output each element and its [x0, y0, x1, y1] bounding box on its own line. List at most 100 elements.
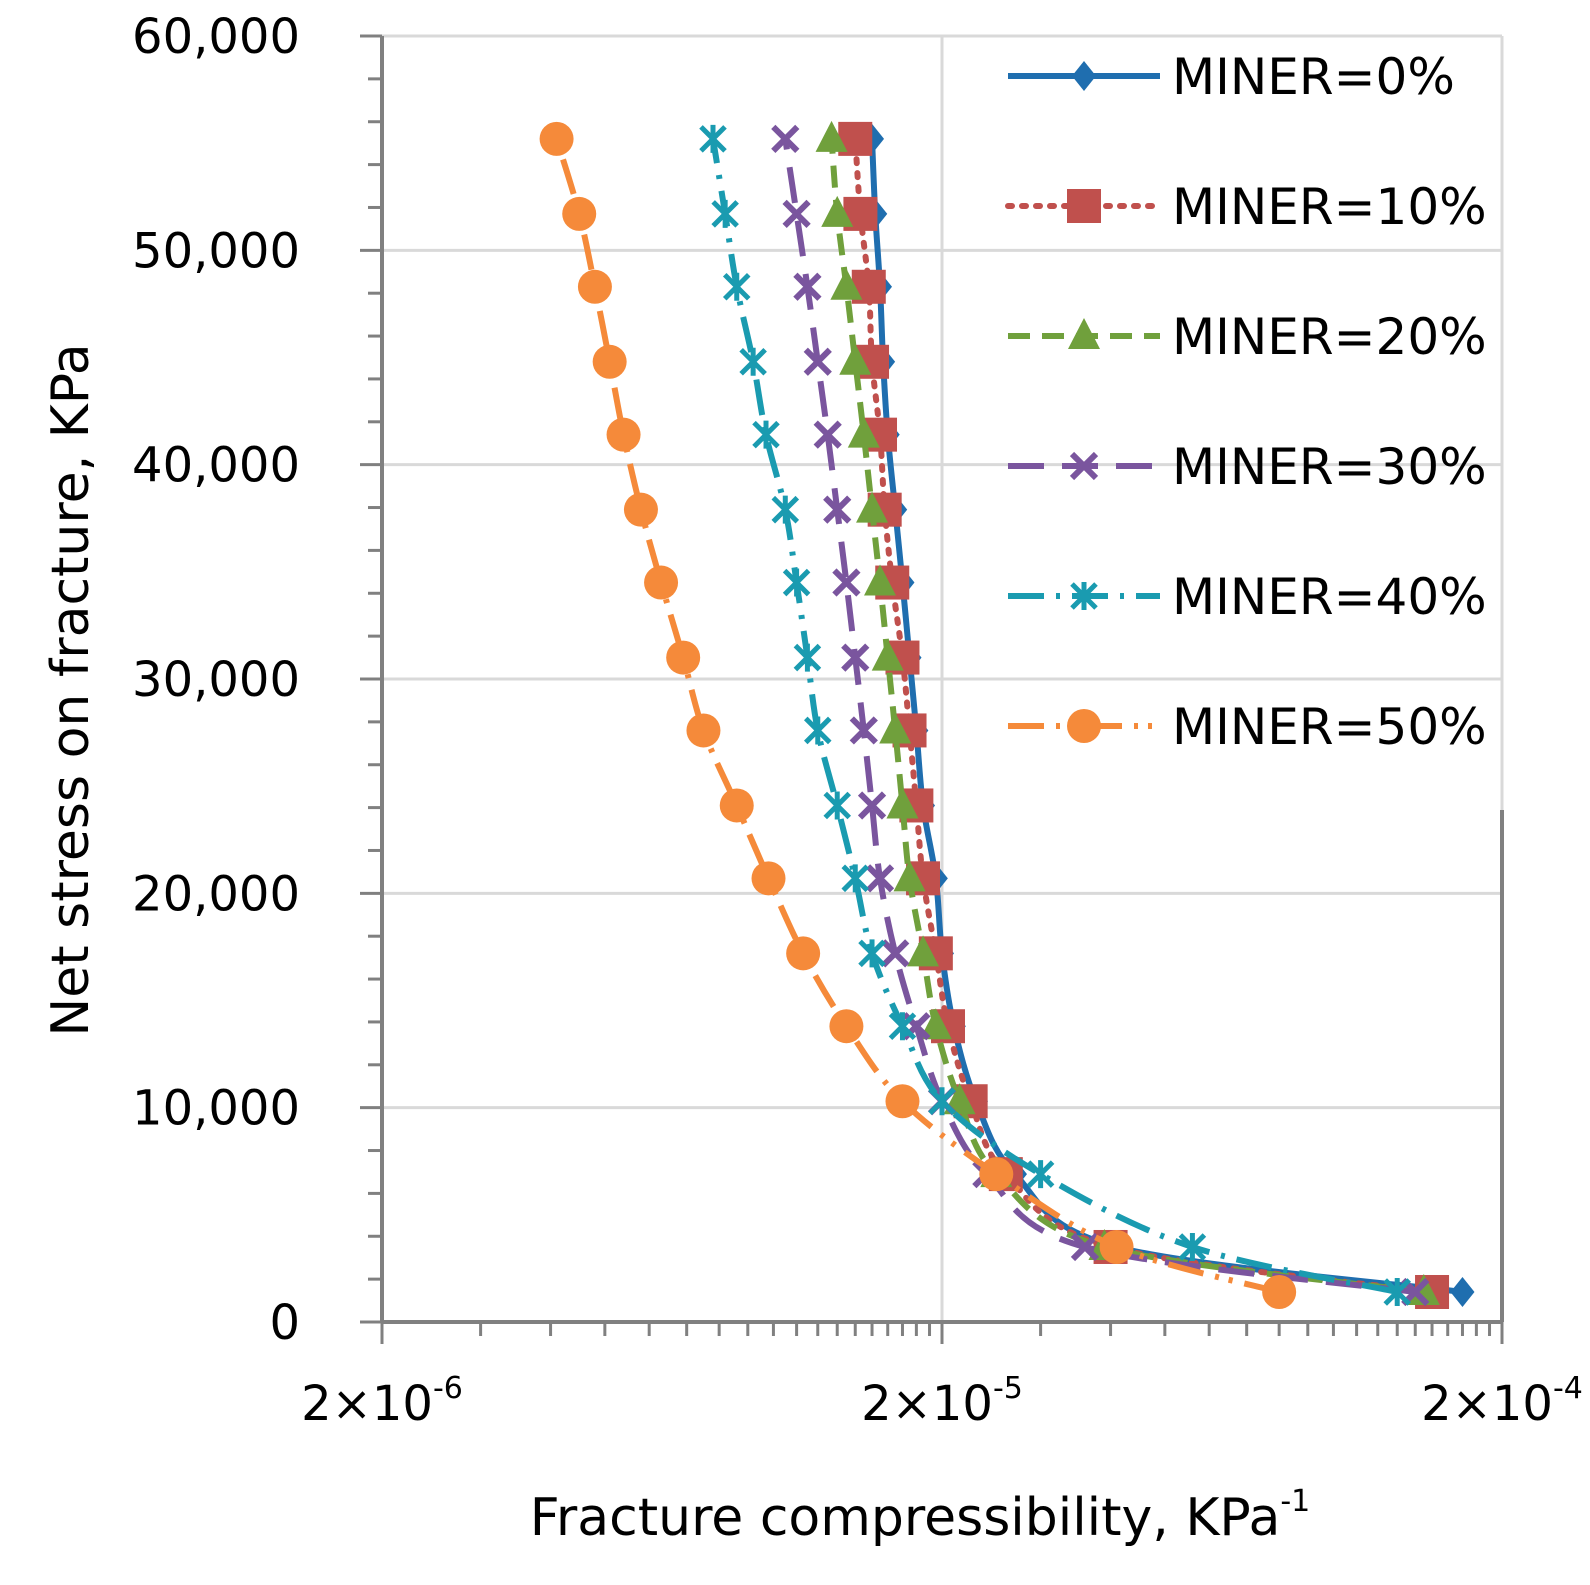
x-tick-label-base: 2×10 — [1421, 1376, 1553, 1432]
legend-label: MINER=30% — [1172, 438, 1487, 496]
legend-label: MINER=50% — [1172, 698, 1487, 756]
data-point — [885, 1084, 920, 1119]
data-point — [1383, 1277, 1411, 1306]
x-tick-label: 2×10-6 — [301, 1371, 463, 1432]
data-point — [577, 269, 612, 304]
x-tick-label-exponent: -5 — [993, 1371, 1023, 1406]
legend-label: MINER=20% — [1172, 308, 1487, 366]
legend-label: MINER=0% — [1172, 48, 1455, 106]
series-line — [710, 138, 1398, 1295]
data-point — [871, 639, 904, 671]
data-point — [793, 272, 822, 301]
x-axis-title-superscript: -1 — [1280, 1484, 1310, 1519]
data-point — [751, 861, 786, 896]
data-point — [666, 640, 701, 675]
data-point — [881, 939, 910, 968]
y-tick-label: 20,000 — [132, 866, 300, 922]
data-point — [562, 196, 597, 231]
data-point — [771, 495, 800, 524]
data-point — [858, 939, 886, 968]
data-point — [686, 713, 721, 748]
data-point — [1450, 1276, 1475, 1307]
data-point — [928, 1087, 956, 1116]
data-point — [722, 272, 751, 301]
data-point — [832, 568, 861, 597]
legend-entry: MINER=20% — [1008, 308, 1487, 366]
axes: 0 10,000 20,000 30,000 40,000 50,000 60,000 2×1… — [132, 9, 1583, 1432]
data-point — [1099, 1229, 1134, 1264]
data-point — [739, 347, 767, 376]
data-point — [786, 936, 821, 971]
data-point — [782, 568, 811, 597]
data-point — [823, 495, 852, 524]
data-point — [699, 124, 727, 153]
data-point — [782, 199, 811, 229]
legend-entry: MINER=0% — [1008, 48, 1455, 106]
data-point — [644, 565, 679, 600]
data-point — [839, 343, 872, 375]
legend-label: MINER=40% — [1172, 568, 1487, 626]
data-point — [864, 564, 897, 596]
data-point — [979, 1157, 1014, 1192]
series-miner-40- — [699, 124, 1411, 1306]
data-point — [711, 199, 739, 228]
data-point — [830, 268, 863, 300]
legend-entry: MINER=50% — [1008, 698, 1487, 756]
data-point — [815, 120, 848, 152]
x-tick-label-exponent: -6 — [433, 1371, 463, 1406]
data-point — [865, 864, 895, 893]
legend: MINER=0% MINER=10% MINER=20% MINER=30% MINER… — [1005, 48, 1487, 756]
data-point — [752, 420, 780, 449]
x-axis-title: Fracture compressibility, KPa-1 — [530, 1484, 1310, 1548]
x-tick-label-base: 2×10 — [301, 1376, 433, 1432]
data-point — [829, 1009, 864, 1044]
data-point — [606, 417, 641, 452]
data-point — [886, 787, 919, 819]
data-point — [823, 791, 851, 820]
data-point — [879, 712, 912, 744]
data-point — [539, 121, 574, 156]
data-point — [592, 344, 627, 379]
legend-entry: MINER=30% — [1008, 438, 1487, 496]
data-point — [803, 347, 832, 376]
data-point — [919, 1008, 952, 1040]
data-point — [841, 643, 870, 672]
data-point — [943, 1083, 976, 1115]
legend-entry: MINER=10% — [1005, 178, 1487, 236]
data-point — [1178, 1232, 1207, 1261]
legend-entry: MINER=40% — [1008, 568, 1487, 626]
data-point — [813, 420, 842, 449]
data-point — [719, 788, 754, 823]
data-point — [771, 124, 800, 154]
y-tick-label: 30,000 — [132, 652, 300, 708]
y-tick-label: 50,000 — [132, 223, 300, 279]
data-point — [893, 860, 926, 892]
y-tick-label: 60,000 — [132, 9, 300, 65]
data-point — [1067, 189, 1101, 223]
y-tick-label: 40,000 — [132, 438, 300, 494]
data-point — [623, 492, 658, 527]
data-point — [793, 643, 822, 672]
x-tick-label: 2×10-4 — [1421, 1371, 1583, 1432]
data-point — [1070, 582, 1098, 610]
data-point — [803, 716, 832, 745]
data-point — [821, 195, 854, 227]
legend-label: MINER=10% — [1172, 178, 1487, 236]
series — [539, 120, 1475, 1309]
data-point — [1067, 709, 1101, 743]
data-point — [1072, 61, 1096, 91]
y-axis-title: Net stress on fracture, KPa — [41, 343, 101, 1036]
data-point — [847, 416, 880, 448]
data-point — [841, 864, 870, 893]
data-point — [1407, 1273, 1440, 1305]
data-point — [1026, 1160, 1055, 1189]
x-tick-label-base: 2×10 — [861, 1376, 993, 1432]
data-point — [888, 1012, 917, 1041]
data-point — [857, 791, 887, 820]
data-point — [856, 491, 889, 523]
x-axis-title-text: Fracture compressibility, KPa — [530, 1488, 1281, 1548]
series-miner-50- — [539, 121, 1297, 1309]
y-tick-label: 10,000 — [132, 1081, 300, 1137]
data-point — [1262, 1274, 1297, 1309]
